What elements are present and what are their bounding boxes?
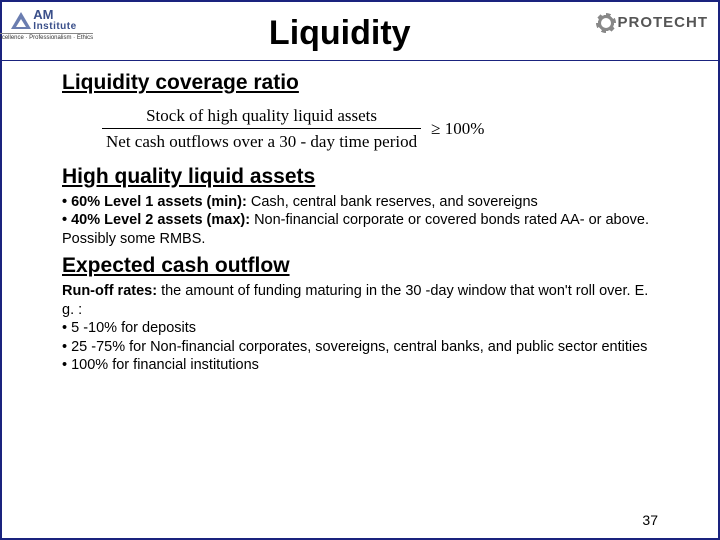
formula-fraction: Stock of high quality liquid assets Net … (102, 105, 421, 153)
slide-header: AM Institute Excellence · Professionalis… (2, 2, 718, 60)
page-title: Liquidity (82, 8, 598, 53)
formula-rhs: ≥ 100% (431, 119, 484, 139)
protecht-logo: PROTECHT (598, 8, 709, 31)
section-heading-hqla: High quality liquid assets (62, 165, 658, 189)
outflow-bullet-3: • 100% for financial institutions (62, 357, 259, 373)
logo-left-line2: Institute (33, 21, 76, 32)
section-heading-outflow: Expected cash outflow (62, 254, 658, 278)
logo-right-text: PROTECHT (618, 14, 709, 31)
section-heading-lcr: Liquidity coverage ratio (62, 71, 658, 95)
formula-denominator: Net cash outflows over a 30 - day time p… (102, 131, 421, 152)
gear-icon (598, 15, 614, 31)
hqla-body: • 60% Level 1 assets (min): Cash, centra… (62, 193, 658, 249)
outflow-intro-bold: Run-off rates: (62, 283, 157, 299)
lcr-formula: Stock of high quality liquid assets Net … (102, 105, 484, 153)
hqla-bullet1-bold: • 60% Level 1 assets (min): (62, 194, 247, 210)
logo-left-tagline: Excellence · Professionalism · Ethics (0, 33, 93, 41)
outflow-body: Run-off rates: the amount of funding mat… (62, 282, 658, 375)
am-institute-logo: AM Institute Excellence · Professionalis… (6, 8, 82, 41)
hqla-bullet2-bold: • 40% Level 2 assets (max): (62, 212, 250, 228)
fraction-line (102, 128, 421, 129)
formula-numerator: Stock of high quality liquid assets (142, 105, 381, 126)
triangle-icon (11, 12, 31, 29)
slide-content: Liquidity coverage ratio Stock of high q… (2, 61, 718, 375)
logo-left-line1: AM (33, 8, 76, 21)
outflow-bullet-1: • 5 -10% for deposits (62, 320, 196, 336)
outflow-bullet-2: • 25 -75% for Non-financial corporates, … (62, 339, 647, 355)
page-number: 37 (642, 512, 658, 528)
hqla-bullet1-rest: Cash, central bank reserves, and soverei… (247, 194, 538, 210)
